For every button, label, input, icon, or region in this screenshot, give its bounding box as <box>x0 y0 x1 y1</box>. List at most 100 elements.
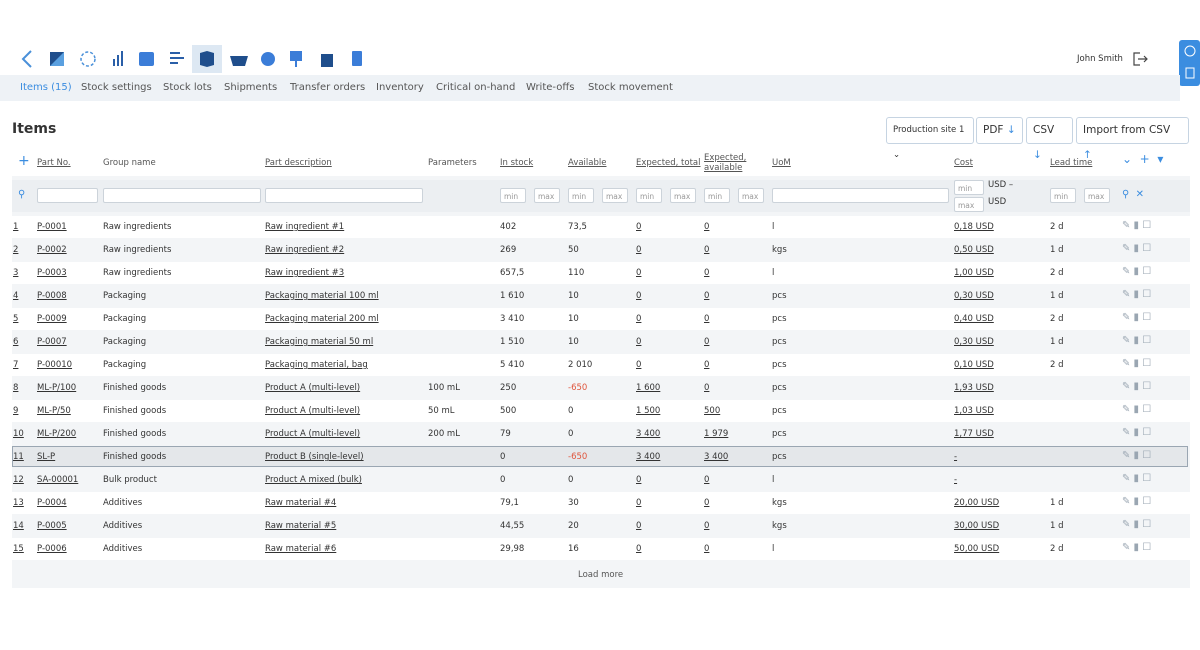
filter-actions[interactable]: ⚲ ✕ <box>1122 189 1145 200</box>
cell-desc[interactable]: Raw ingredient #2 <box>265 245 345 255</box>
add-icon[interactable]: + <box>18 153 30 169</box>
cell-exp-total[interactable]: 0 <box>636 521 642 531</box>
cell-num[interactable]: 4 <box>13 291 19 301</box>
tab[interactable]: Inventory <box>376 82 424 93</box>
cell-desc[interactable]: Raw material #6 <box>265 544 337 554</box>
filter-cost-min[interactable]: min <box>954 180 984 195</box>
cell-cost[interactable]: 1,93 USD <box>954 383 994 393</box>
column-header[interactable]: Lead time <box>1050 158 1093 168</box>
row-actions[interactable]: ✎ ▮ ☐ <box>1122 450 1152 461</box>
cell-part[interactable]: SL-P <box>37 452 56 462</box>
cell-cost[interactable]: 1,00 USD <box>954 268 994 278</box>
column-header[interactable]: Available <box>568 158 607 168</box>
cell-exp-avail[interactable]: 0 <box>704 314 710 324</box>
cell-cost[interactable]: 0,30 USD <box>954 291 994 301</box>
tab[interactable]: Items (15) <box>20 82 72 93</box>
cell-desc[interactable]: Packaging material, bag <box>265 360 368 370</box>
row-actions[interactable]: ✎ ▮ ☐ <box>1122 496 1152 507</box>
pdf-button[interactable]: PDF ↓ <box>976 117 1023 144</box>
cell-exp-avail[interactable]: 0 <box>704 360 710 370</box>
side-buttons[interactable] <box>1179 40 1200 86</box>
filter-max[interactable]: max <box>1084 188 1110 203</box>
tab[interactable]: Transfer orders <box>290 82 366 93</box>
cell-num[interactable]: 11 <box>13 452 24 462</box>
cell-num[interactable]: 15 <box>13 544 24 554</box>
cell-part[interactable]: P-0009 <box>37 314 67 324</box>
tab[interactable]: Stock lots <box>163 82 212 93</box>
row-actions[interactable]: ✎ ▮ ☐ <box>1122 542 1152 553</box>
filter-min[interactable]: min <box>636 188 662 203</box>
cell-part[interactable]: P-0002 <box>37 245 67 255</box>
cell-exp-total[interactable]: 0 <box>636 245 642 255</box>
cell-desc[interactable]: Raw material #4 <box>265 498 337 508</box>
cell-exp-total[interactable]: 0 <box>636 544 642 554</box>
user-name[interactable]: John Smith <box>1077 54 1123 64</box>
cell-exp-avail[interactable]: 0 <box>704 475 710 485</box>
cell-exp-total[interactable]: 0 <box>636 360 642 370</box>
cell-part[interactable]: SA-00001 <box>37 475 79 485</box>
cell-part[interactable]: ML-P/200 <box>37 429 77 439</box>
row-actions[interactable]: ✎ ▮ ☐ <box>1122 220 1152 231</box>
cell-exp-total[interactable]: 1 500 <box>636 406 661 416</box>
column-header[interactable]: Expected, total <box>636 158 701 168</box>
cell-desc[interactable]: Product A mixed (bulk) <box>265 475 362 485</box>
cell-exp-total[interactable]: 0 <box>636 475 642 485</box>
filter-cost-max[interactable]: max <box>954 197 984 212</box>
cell-num[interactable]: 8 <box>13 383 19 393</box>
cell-num[interactable]: 12 <box>13 475 24 485</box>
filter-min[interactable]: min <box>568 188 594 203</box>
cell-exp-total[interactable]: 0 <box>636 291 642 301</box>
cell-exp-avail[interactable]: 3 400 <box>704 452 729 462</box>
filter-max[interactable]: max <box>738 188 764 203</box>
cell-part[interactable]: ML-P/50 <box>37 406 71 416</box>
filter-max[interactable]: max <box>534 188 560 203</box>
cell-cost[interactable]: 50,00 USD <box>954 544 1000 554</box>
tab[interactable]: Shipments <box>224 82 278 93</box>
filter-input[interactable] <box>37 188 98 203</box>
cell-exp-total[interactable]: 0 <box>636 314 642 324</box>
row-actions[interactable]: ✎ ▮ ☐ <box>1122 312 1152 323</box>
cell-exp-avail[interactable]: 0 <box>704 544 710 554</box>
cell-exp-avail[interactable]: 0 <box>704 337 710 347</box>
cell-cost[interactable]: 0,10 USD <box>954 360 994 370</box>
cell-num[interactable]: 5 <box>13 314 19 324</box>
cell-desc[interactable]: Product A (multi-level) <box>265 406 361 416</box>
cell-desc[interactable]: Packaging material 50 ml <box>265 337 374 347</box>
cell-cost[interactable]: - <box>954 452 958 462</box>
tab[interactable]: Write-offs <box>526 82 575 93</box>
cell-desc[interactable]: Product A (multi-level) <box>265 429 361 439</box>
cell-num[interactable]: 13 <box>13 498 24 508</box>
cell-desc[interactable]: Raw material #5 <box>265 521 337 531</box>
cell-exp-avail[interactable]: 0 <box>704 245 710 255</box>
row-actions[interactable]: ✎ ▮ ☐ <box>1122 243 1152 254</box>
cell-exp-avail[interactable]: 0 <box>704 521 710 531</box>
row-actions[interactable]: ✎ ▮ ☐ <box>1122 266 1152 277</box>
cell-desc[interactable]: Product A (multi-level) <box>265 383 361 393</box>
filter-min[interactable]: min <box>1050 188 1076 203</box>
cell-desc[interactable]: Raw ingredient #3 <box>265 268 345 278</box>
row-actions[interactable]: ✎ ▮ ☐ <box>1122 427 1152 438</box>
cell-desc[interactable]: Raw ingredient #1 <box>265 222 345 232</box>
column-header[interactable]: Part No. <box>37 158 71 168</box>
cell-exp-total[interactable]: 0 <box>636 337 642 347</box>
tab[interactable]: Stock settings <box>81 82 152 93</box>
filter-input[interactable] <box>265 188 423 203</box>
logout-icon[interactable] <box>1132 51 1148 67</box>
cell-cost[interactable]: 1,77 USD <box>954 429 994 439</box>
cell-cost[interactable]: 0,30 USD <box>954 337 994 347</box>
cell-exp-avail[interactable]: 500 <box>704 406 721 416</box>
tab[interactable]: Critical on-hand <box>436 82 516 93</box>
cell-num[interactable]: 14 <box>13 521 24 531</box>
column-header[interactable]: UoM <box>772 158 791 168</box>
cell-cost[interactable]: - <box>954 475 958 485</box>
column-header[interactable]: Parameters <box>428 158 477 168</box>
column-header[interactable]: Expected, available <box>704 153 747 173</box>
load-more[interactable]: Load more <box>578 570 624 580</box>
cell-exp-total[interactable]: 0 <box>636 222 642 232</box>
cell-num[interactable]: 9 <box>13 406 19 416</box>
cell-exp-total[interactable]: 3 400 <box>636 452 661 462</box>
cell-num[interactable]: 10 <box>13 429 24 439</box>
cell-part[interactable]: P-0004 <box>37 498 67 508</box>
cell-num[interactable]: 1 <box>13 222 19 232</box>
column-header[interactable]: In stock <box>500 158 534 168</box>
